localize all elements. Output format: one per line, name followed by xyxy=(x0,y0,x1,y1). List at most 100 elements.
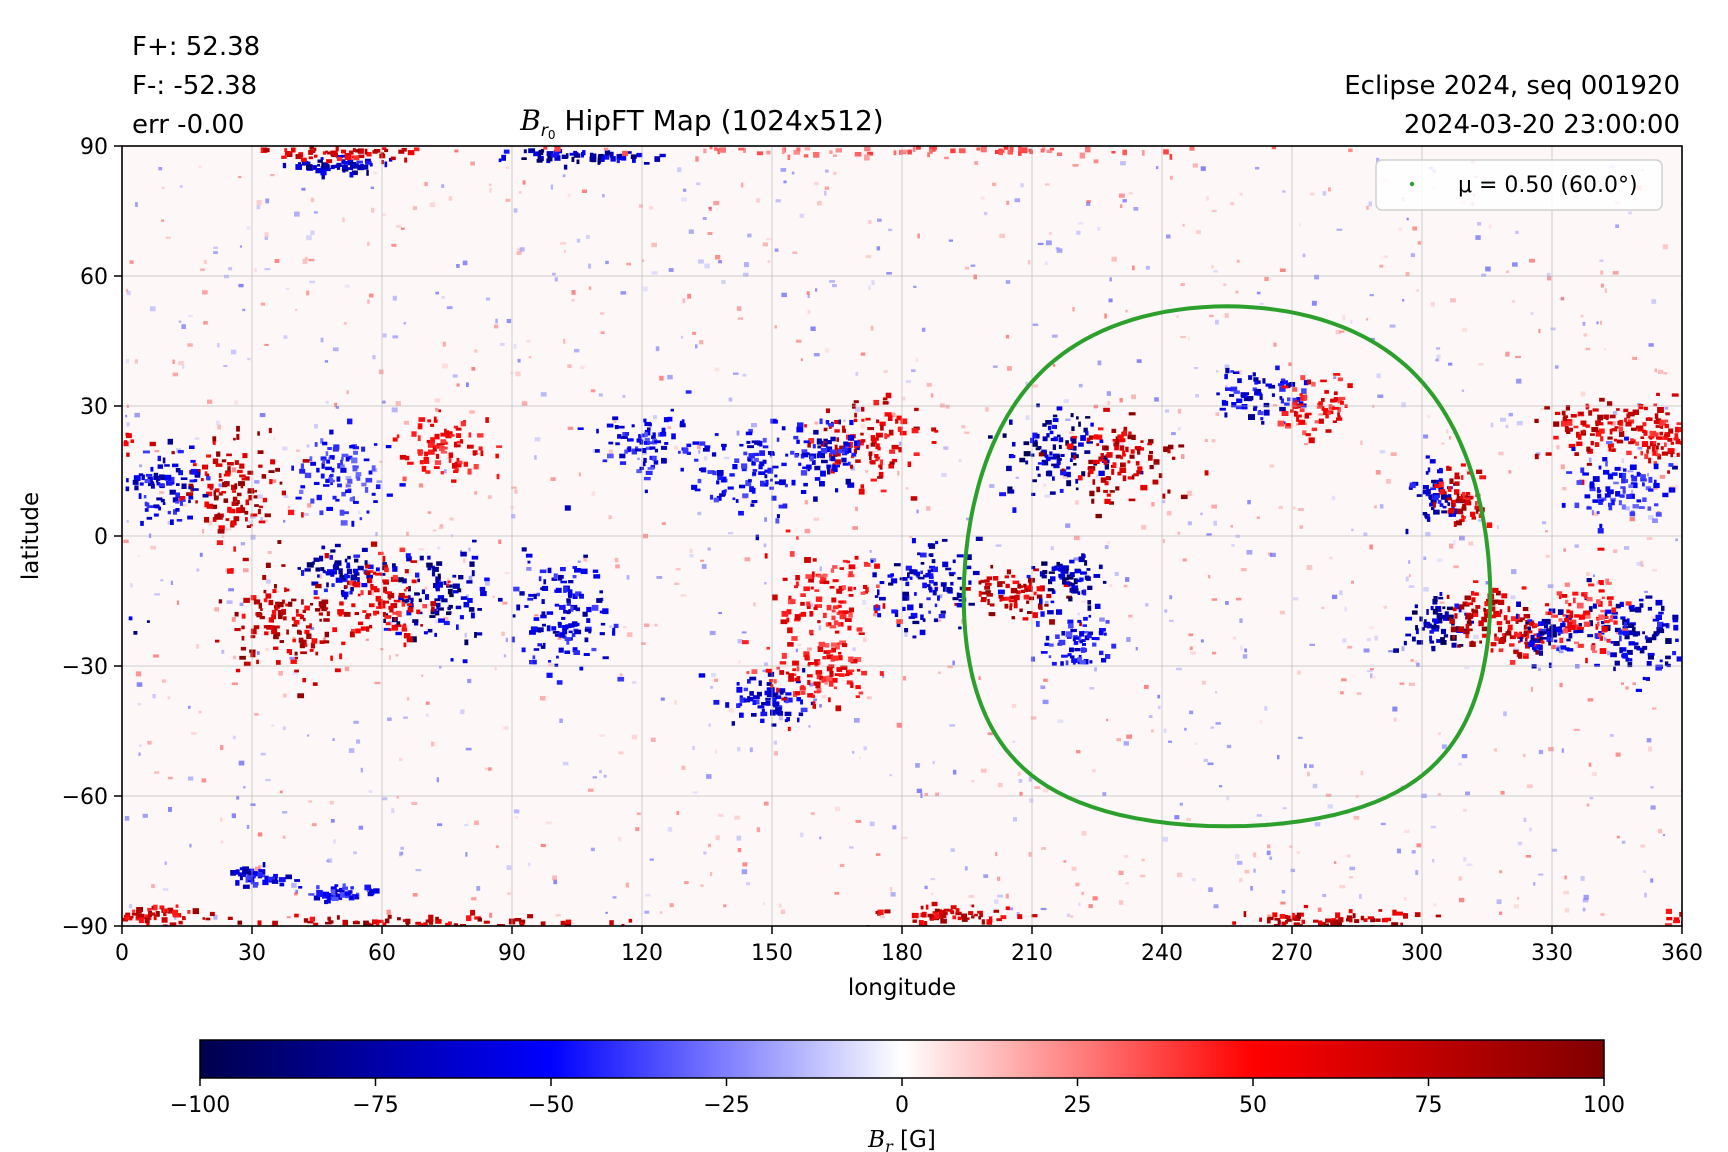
heat-cell xyxy=(1339,330,1345,333)
active-region-cell xyxy=(908,616,915,619)
active-region-cell xyxy=(1637,647,1643,651)
active-region-cell xyxy=(784,483,788,488)
active-region-cell xyxy=(313,557,320,562)
active-region-cell xyxy=(952,597,959,601)
heat-cell xyxy=(231,349,237,355)
active-region-cell xyxy=(1070,628,1077,633)
active-region-cell xyxy=(321,599,329,604)
active-region-cell xyxy=(188,486,192,490)
active-region-cell xyxy=(1254,391,1260,396)
active-region-cell xyxy=(606,423,614,428)
active-region-cell xyxy=(330,886,337,892)
heat-cell xyxy=(1463,857,1467,862)
active-region-cell xyxy=(437,595,445,600)
active-region-cell xyxy=(934,429,939,433)
active-region-cell xyxy=(354,920,358,924)
heat-cell xyxy=(243,786,246,789)
heat-cell xyxy=(513,809,520,814)
active-region-cell xyxy=(1330,398,1336,403)
active-region-cell xyxy=(1257,411,1264,416)
active-region-cell xyxy=(1018,151,1022,156)
active-region-cell xyxy=(1013,603,1018,609)
active-region-cell xyxy=(978,916,981,920)
heat-cell xyxy=(1515,230,1519,234)
heat-cell xyxy=(1005,893,1009,899)
active-region-cell xyxy=(1623,622,1627,628)
heat-cell xyxy=(1309,643,1315,646)
active-region-cell xyxy=(329,477,334,483)
active-region-cell xyxy=(529,660,533,665)
active-region-cell xyxy=(812,701,816,704)
active-region-cell xyxy=(823,427,828,432)
active-region-cell xyxy=(768,687,775,693)
active-region-cell xyxy=(1106,476,1109,480)
active-region-cell xyxy=(1613,641,1620,646)
active-region-cell xyxy=(1052,418,1059,423)
active-region-cell xyxy=(148,481,155,487)
active-region-cell xyxy=(1093,159,1099,164)
heat-cell xyxy=(381,400,386,404)
active-region-cell xyxy=(302,678,306,683)
heat-cell xyxy=(247,357,251,361)
active-region-cell xyxy=(1656,436,1663,440)
active-region-cell xyxy=(912,146,916,152)
active-region-cell xyxy=(820,447,828,454)
heat-cell xyxy=(656,576,663,579)
active-region-cell xyxy=(802,466,810,470)
active-region-cell xyxy=(425,594,429,600)
active-region-cell xyxy=(347,580,351,585)
active-region-cell xyxy=(1224,373,1228,380)
active-region-cell xyxy=(563,589,567,593)
active-region-cell xyxy=(340,467,347,473)
heat-cell xyxy=(1123,741,1129,746)
active-region-cell xyxy=(352,568,359,573)
heat-cell xyxy=(518,191,522,194)
active-region-cell xyxy=(957,916,962,921)
heat-cell xyxy=(1091,769,1096,773)
active-region-cell xyxy=(920,570,923,575)
active-region-cell xyxy=(1009,603,1013,607)
active-region-cell xyxy=(532,655,536,660)
heat-cell xyxy=(270,174,275,177)
active-region-cell xyxy=(1626,649,1633,655)
heat-cell xyxy=(1180,283,1185,286)
heat-cell xyxy=(1458,897,1465,903)
active-region-cell xyxy=(835,148,842,153)
active-region-cell xyxy=(448,457,452,463)
heat-cell xyxy=(882,674,885,678)
active-region-cell xyxy=(1601,626,1608,632)
active-region-cell xyxy=(929,148,933,154)
active-region-cell xyxy=(244,510,249,515)
active-region-cell xyxy=(1665,923,1672,926)
active-region-cell xyxy=(954,603,959,606)
active-region-cell xyxy=(870,460,876,465)
heat-cell xyxy=(1513,904,1519,909)
active-region-cell xyxy=(847,482,855,488)
active-region-cell xyxy=(416,609,421,614)
heat-cell xyxy=(546,821,552,825)
active-region-cell xyxy=(1119,445,1125,451)
active-region-cell xyxy=(840,665,848,670)
active-region-cell xyxy=(1391,922,1399,926)
active-region-cell xyxy=(1109,490,1115,493)
active-region-cell xyxy=(813,496,818,502)
active-region-cell xyxy=(177,450,184,454)
active-region-cell xyxy=(564,586,568,592)
active-region-cell xyxy=(1042,423,1047,427)
heat-cell xyxy=(304,256,308,260)
heat-cell xyxy=(1379,449,1386,454)
active-region-cell xyxy=(976,147,981,151)
active-region-cell xyxy=(925,584,931,587)
active-region-cell xyxy=(749,486,754,493)
active-region-cell xyxy=(1219,407,1226,411)
heat-cell xyxy=(1625,686,1629,690)
active-region-cell xyxy=(858,632,865,635)
active-region-cell xyxy=(1300,395,1307,401)
heat-cell xyxy=(1646,537,1653,540)
active-region-cell xyxy=(624,449,628,454)
active-region-cell xyxy=(1099,650,1104,656)
active-region-cell xyxy=(1598,499,1604,503)
active-region-cell xyxy=(1586,446,1591,452)
active-region-cell xyxy=(250,874,256,878)
heat-cell xyxy=(201,778,207,783)
